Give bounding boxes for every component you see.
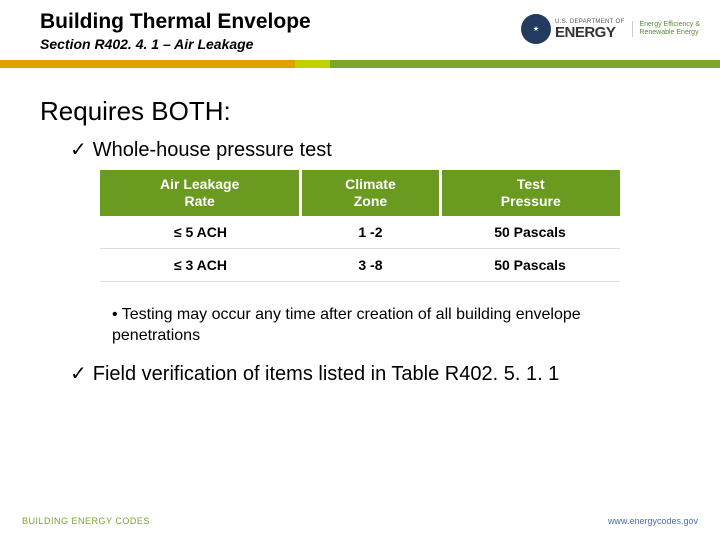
col-header-rate: Air LeakageRate (100, 170, 301, 216)
cell-pressure: 50 Pascals (440, 216, 620, 249)
col-header-pressure-label: TestPressure (501, 176, 561, 209)
col-header-rate-label: Air LeakageRate (160, 176, 239, 209)
logo-eere: Energy Efficiency & Renewable Energy (632, 21, 700, 36)
check-item-2-label: Field verification of items listed in Ta… (93, 363, 560, 385)
footer-left: BUILDING ENERGY CODES (22, 516, 150, 526)
table-header-row: Air LeakageRate ClimateZone TestPressure (100, 170, 620, 216)
slide-footer: BUILDING ENERGY CODES www.energycodes.go… (0, 516, 720, 526)
cell-pressure: 50 Pascals (440, 248, 620, 281)
check-icon: ✓ (70, 363, 87, 385)
doe-logo-text: U.S. DEPARTMENT OF ENERGY (555, 19, 624, 40)
cell-zone: 1 -2 (301, 216, 440, 249)
stripe-seg3 (330, 60, 720, 68)
logo-eere-line1: Energy Efficiency & (639, 21, 700, 28)
cell-rate: ≤ 5 ACH (100, 216, 301, 249)
air-leakage-table: Air LeakageRate ClimateZone TestPressure… (100, 170, 620, 282)
col-header-pressure: TestPressure (440, 170, 620, 216)
stripe-seg2 (295, 60, 330, 68)
check-item-2: ✓ Field verification of items listed in T… (70, 361, 680, 386)
slide-header: Building Thermal Envelope Section R402. … (0, 0, 720, 60)
cell-zone: 3 -8 (301, 248, 440, 281)
slide-content: Requires BOTH: ✓ Whole-house pressure tes… (0, 68, 720, 386)
color-stripe (0, 60, 720, 68)
doe-seal-icon: ★ (521, 14, 551, 44)
check-icon: ✓ (70, 139, 87, 161)
logo-energy: ENERGY (555, 25, 624, 40)
stripe-seg1 (0, 60, 295, 68)
cell-rate: ≤ 3 ACH (100, 248, 301, 281)
bullet-note: Testing may occur any time after creatio… (112, 304, 640, 347)
table-row: ≤ 5 ACH 1 -2 50 Pascals (100, 216, 620, 249)
footer-right: www.energycodes.gov (608, 516, 698, 526)
check-item-1-label: Whole-house pressure test (93, 139, 332, 161)
logo-eere-line2: Renewable Energy (639, 29, 698, 36)
check-item-1: ✓ Whole-house pressure test (70, 137, 680, 162)
col-header-zone-label: ClimateZone (345, 176, 396, 209)
table-row: ≤ 3 ACH 3 -8 50 Pascals (100, 248, 620, 281)
doe-logo: ★ U.S. DEPARTMENT OF ENERGY Energy Effic… (521, 14, 700, 44)
col-header-zone: ClimateZone (301, 170, 440, 216)
requires-heading: Requires BOTH: (40, 96, 680, 127)
